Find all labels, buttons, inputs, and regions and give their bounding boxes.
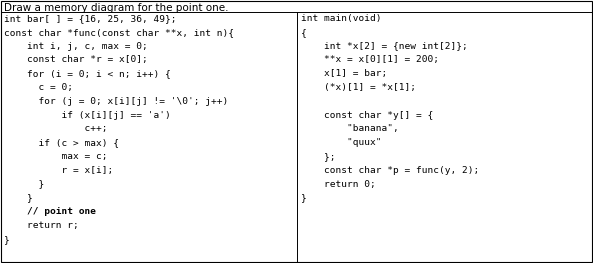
Text: const char *y[] = {: const char *y[] = { — [301, 111, 433, 120]
Text: const char *r = x[0];: const char *r = x[0]; — [4, 55, 148, 64]
Text: **x = x[0][1] = 200;: **x = x[0][1] = 200; — [301, 55, 439, 64]
Text: for (i = 0; i < n; i++) {: for (i = 0; i < n; i++) { — [4, 69, 171, 78]
Text: "banana",: "banana", — [301, 124, 398, 133]
Text: c++;: c++; — [4, 124, 107, 133]
Text: c = 0;: c = 0; — [4, 83, 73, 92]
Text: // point one: // point one — [4, 207, 96, 216]
Text: const char *p = func(y, 2);: const char *p = func(y, 2); — [301, 166, 479, 175]
Text: max = c;: max = c; — [4, 152, 107, 161]
Text: };: }; — [301, 152, 336, 161]
Text: if (c > max) {: if (c > max) { — [4, 138, 119, 147]
Text: Draw a memory diagram for the point one.: Draw a memory diagram for the point one. — [4, 3, 228, 13]
Text: int *x[2] = {new int[2]};: int *x[2] = {new int[2]}; — [301, 42, 468, 50]
Text: }: } — [4, 193, 33, 203]
Text: int bar[ ] = {16, 25, 36, 49};: int bar[ ] = {16, 25, 36, 49}; — [4, 14, 177, 23]
Text: return 0;: return 0; — [301, 180, 376, 189]
Text: r = x[i];: r = x[i]; — [4, 166, 113, 175]
Text: x[1] = bar;: x[1] = bar; — [301, 69, 387, 78]
Text: "quux": "quux" — [301, 138, 381, 147]
Text: }: } — [4, 180, 44, 189]
Text: (*x)[1] = *x[1];: (*x)[1] = *x[1]; — [301, 83, 416, 92]
Text: int i, j, c, max = 0;: int i, j, c, max = 0; — [4, 42, 148, 50]
Text: {: { — [301, 28, 307, 37]
Text: }: } — [4, 235, 9, 244]
Text: const char *func(const char **x, int n){: const char *func(const char **x, int n){ — [4, 28, 234, 37]
Text: if (x[i][j] == 'a'): if (x[i][j] == 'a') — [4, 111, 171, 120]
Text: for (j = 0; x[i][j] != '\0'; j++): for (j = 0; x[i][j] != '\0'; j++) — [4, 97, 228, 106]
Text: }: } — [301, 193, 307, 203]
Text: int main(void): int main(void) — [301, 14, 381, 23]
Text: return r;: return r; — [4, 221, 79, 230]
